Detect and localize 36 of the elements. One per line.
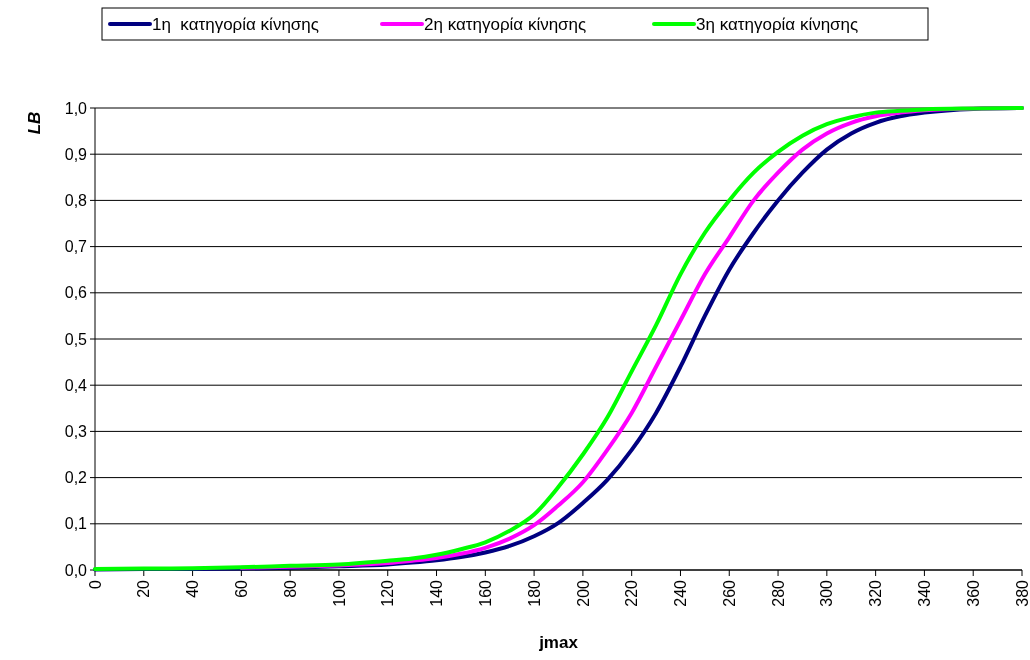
x-tick-label: 0	[86, 579, 104, 589]
y-tick-label: 0,6	[64, 284, 88, 302]
x-tick-label: 320	[867, 579, 885, 607]
x-tick-label: 160	[476, 579, 494, 607]
x-tick-label: 280	[769, 579, 787, 607]
x-tick-label: 120	[379, 579, 397, 607]
legend-label: 1η κατηγορία κίνησης	[152, 14, 319, 34]
y-tick-label: 0,7	[64, 238, 88, 256]
x-tick-label: 220	[623, 579, 641, 607]
legend-label: 2η κατηγορία κίνησης	[424, 14, 587, 34]
y-tick-label: 0,4	[64, 376, 88, 394]
y-tick-label: 0,1	[64, 515, 88, 533]
x-tick-label: 240	[672, 579, 690, 607]
y-tick-label: 0,8	[64, 192, 88, 209]
x-tick-label: 340	[916, 579, 934, 607]
y-tick-label: 0,5	[64, 330, 88, 348]
x-axis-title: jmax	[538, 633, 579, 652]
x-tick-label: 140	[428, 579, 446, 607]
x-tick-label: 200	[574, 579, 592, 607]
x-tick-label: 40	[184, 579, 202, 598]
x-tick-label: 180	[525, 579, 543, 607]
x-tick-label: 80	[281, 579, 299, 598]
x-tick-label: 380	[1013, 579, 1030, 607]
x-tick-label: 60	[232, 579, 250, 598]
x-tick-label: 360	[964, 579, 982, 607]
x-tick-label: 260	[720, 579, 738, 607]
legend-label: 3η κατηγορία κίνησης	[696, 14, 859, 34]
y-tick-label: 0,0	[64, 561, 88, 579]
y-tick-label: 0,3	[64, 423, 88, 440]
y-tick-label: 1,0	[64, 99, 88, 117]
y-tick-label: 0,9	[64, 145, 88, 163]
x-tick-label: 300	[818, 579, 836, 607]
x-tick-label: 20	[135, 579, 153, 598]
x-tick-label: 100	[330, 579, 348, 607]
y-axis-title: LB	[25, 111, 44, 135]
y-tick-label: 0,2	[64, 469, 88, 487]
